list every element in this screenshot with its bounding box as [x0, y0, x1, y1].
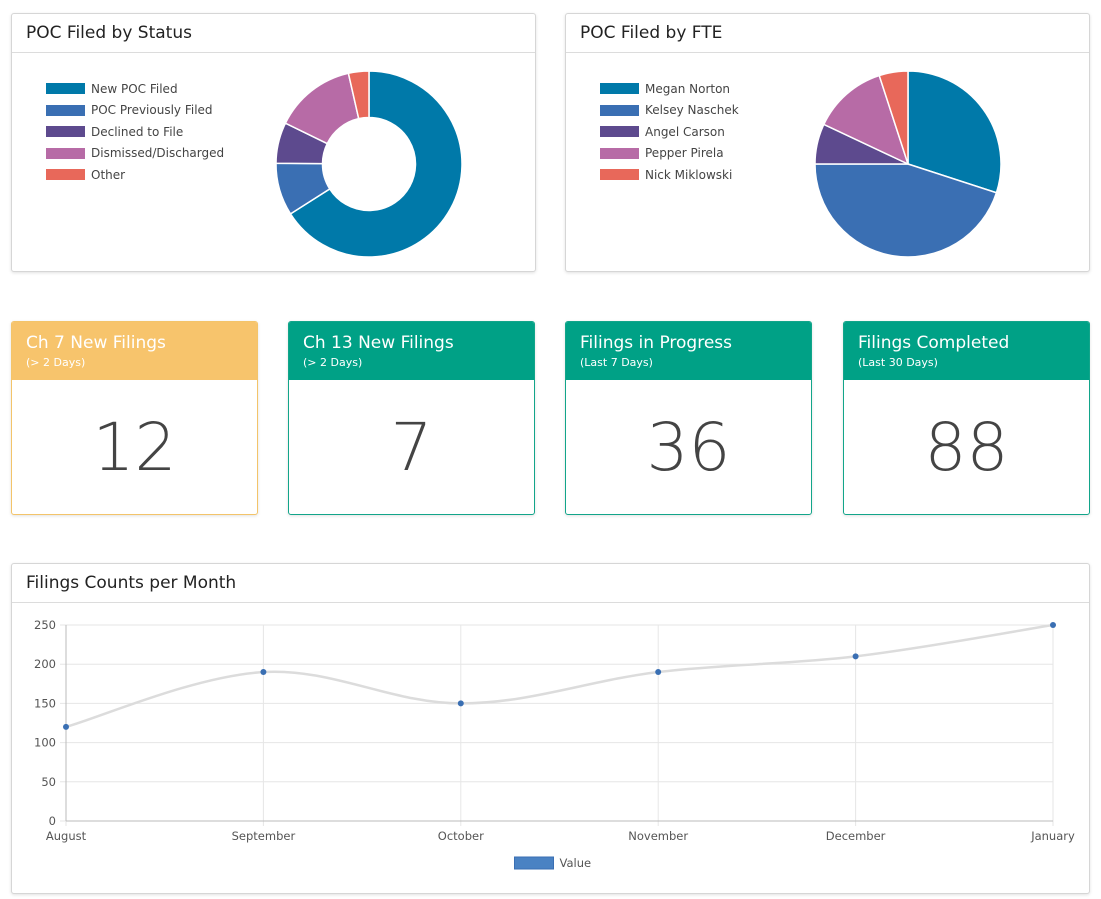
- stat-card-ch13[interactable]: Ch 13 New Filings (> 2 Days) 7: [288, 321, 535, 515]
- stat-subtitle: (> 2 Days): [303, 356, 363, 369]
- stat-card-completed[interactable]: Filings Completed (Last 30 Days) 88: [843, 321, 1090, 515]
- legend-swatch: [46, 104, 85, 116]
- pie-slice[interactable]: [347, 70, 370, 120]
- pie-slice[interactable]: [814, 163, 998, 258]
- fte-legend: Megan Norton Kelsey Naschek Angel Carson Pe…: [600, 78, 739, 186]
- legend-swatch: [46, 147, 85, 159]
- x-tick-label: September: [232, 829, 296, 843]
- legend-swatch: [600, 169, 639, 181]
- y-tick-label: 0: [49, 814, 56, 828]
- pie-slice[interactable]: [878, 70, 909, 165]
- pie-slice[interactable]: [822, 74, 910, 166]
- legend-label: POC Previously Filed: [91, 103, 213, 118]
- status-legend: New POC Filed POC Previously Filed Decline…: [46, 78, 224, 186]
- legend-swatch: [46, 126, 85, 138]
- legend-label: Nick Miklowski: [645, 167, 733, 182]
- stat-card-header: Ch 7 New Filings (> 2 Days): [12, 322, 257, 380]
- pie-slice[interactable]: [907, 70, 1002, 194]
- stat-title: Ch 7 New Filings: [26, 333, 166, 353]
- data-point[interactable]: [1050, 622, 1056, 628]
- y-tick-label: 200: [34, 657, 56, 671]
- stat-card-ch7[interactable]: Ch 7 New Filings (> 2 Days) 12: [11, 321, 258, 515]
- stat-card-in-progress[interactable]: Filings in Progress (Last 7 Days) 36: [565, 321, 812, 515]
- stat-subtitle: (> 2 Days): [26, 356, 86, 369]
- legend-label: Declined to File: [91, 124, 184, 139]
- line-panel-title: Filings Counts per Month: [12, 564, 1089, 603]
- legend-label: Angel Carson: [645, 124, 725, 139]
- stat-title: Ch 13 New Filings: [303, 333, 454, 353]
- fte-panel-title: POC Filed by FTE: [566, 14, 1089, 53]
- legend-item[interactable]: Kelsey Naschek: [600, 100, 739, 122]
- data-point[interactable]: [260, 669, 267, 676]
- pie-slice[interactable]: [289, 70, 463, 258]
- legend-label: Pepper Pirela: [645, 146, 724, 161]
- stat-subtitle: (Last 7 Days): [580, 356, 653, 369]
- legend-swatch[interactable]: [514, 856, 554, 870]
- fte-panel: POC Filed by FTE Megan Norton Kelsey Nasc…: [565, 13, 1090, 272]
- legend-swatch: [600, 147, 639, 159]
- legend-label: Other: [91, 167, 126, 182]
- status-doughnut-chart: [275, 70, 463, 258]
- legend-item[interactable]: Pepper Pirela: [600, 143, 739, 165]
- y-tick-label: 150: [34, 696, 56, 710]
- stat-value: 88: [924, 409, 1009, 486]
- legend-label: Kelsey Naschek: [645, 103, 739, 118]
- legend-label: New POC Filed: [91, 81, 178, 96]
- legend-label: Dismissed/Discharged: [91, 146, 225, 161]
- y-tick-label: 250: [34, 618, 56, 632]
- y-tick-label: 50: [41, 775, 56, 789]
- fte-pie-chart: [814, 70, 1002, 258]
- data-point[interactable]: [63, 723, 69, 730]
- legend-swatch: [600, 126, 639, 138]
- x-tick-label: January: [1030, 829, 1075, 843]
- x-tick-label: August: [46, 829, 87, 843]
- stat-card-header: Ch 13 New Filings (> 2 Days): [289, 322, 534, 380]
- legend-item[interactable]: Nick Miklowski: [600, 164, 739, 186]
- stat-value: 36: [646, 409, 731, 486]
- legend-item[interactable]: POC Previously Filed: [46, 100, 224, 122]
- stat-title: Filings Completed: [858, 333, 1010, 353]
- data-point[interactable]: [457, 700, 464, 707]
- x-tick-label: November: [628, 829, 688, 843]
- filings-line-chart: 0 50 100 150 200 250 August September October Nov…: [34, 618, 1075, 870]
- legend-swatch: [46, 83, 85, 95]
- stat-subtitle: (Last 30 Days): [858, 356, 938, 369]
- stat-title: Filings in Progress: [580, 333, 732, 353]
- status-panel: POC Filed by Status New POC Filed POC Pre…: [11, 13, 536, 272]
- series-line-value: [65, 623, 1054, 729]
- status-panel-title: POC Filed by Status: [12, 14, 535, 53]
- x-tick-label: October: [438, 829, 484, 843]
- data-point[interactable]: [655, 669, 662, 676]
- legend-swatch: [46, 169, 85, 181]
- stat-card-header: Filings Completed (Last 30 Days): [844, 322, 1089, 380]
- x-tick-label: December: [826, 829, 886, 843]
- legend-swatch: [600, 83, 639, 95]
- y-tick-label: 100: [34, 736, 56, 750]
- line-panel: Filings Counts per Month 0 50 100 150 200 250…: [11, 563, 1090, 894]
- legend-item[interactable]: Megan Norton: [600, 78, 739, 100]
- stat-value: 12: [92, 409, 177, 486]
- legend-swatch: [600, 104, 639, 116]
- legend-item[interactable]: Dismissed/Discharged: [46, 143, 224, 165]
- data-point[interactable]: [852, 653, 859, 660]
- legend-item[interactable]: New POC Filed: [46, 78, 224, 100]
- legend-item[interactable]: Other: [46, 164, 224, 186]
- stat-card-header: Filings in Progress (Last 7 Days): [566, 322, 811, 380]
- legend-label: Value: [560, 856, 592, 870]
- legend-item[interactable]: Angel Carson: [600, 121, 739, 143]
- legend-label: Megan Norton: [645, 81, 731, 96]
- legend-item[interactable]: Declined to File: [46, 121, 224, 143]
- stat-value: 7: [390, 409, 433, 486]
